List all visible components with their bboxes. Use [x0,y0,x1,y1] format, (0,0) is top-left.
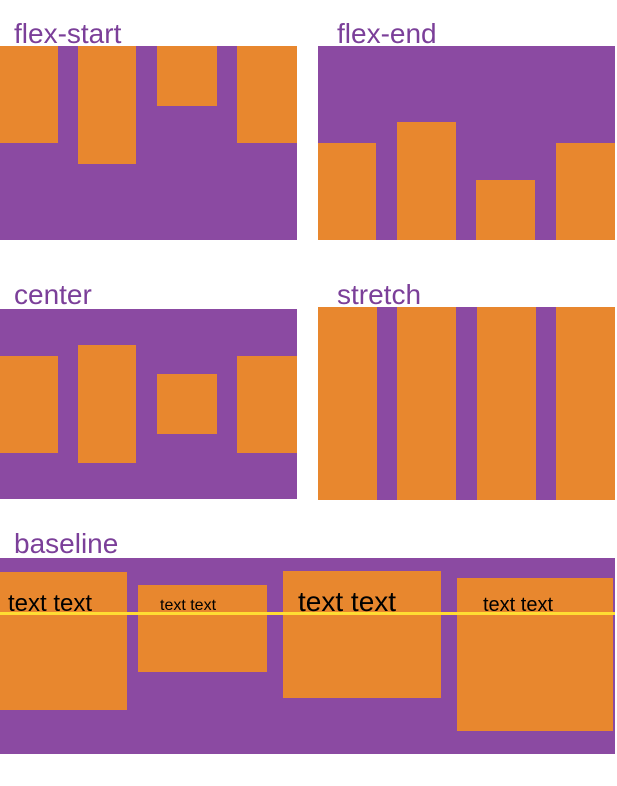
baseline-item: text text [0,572,127,710]
baseline-item: text text [138,585,267,672]
flex-item [555,143,615,240]
baseline-item-text: text text [298,586,397,617]
panel-label-center: center [14,279,92,310]
flex-container-flex-start [0,46,297,240]
flex-item [0,355,58,453]
flex-container-stretch [318,307,615,500]
baseline-item-text: text text [483,594,554,616]
baseline-item-text: text text [160,597,217,614]
flex-item [396,122,456,240]
baseline-item: text text [457,578,613,731]
baseline-item: text text [283,571,441,698]
baseline-item-text: text text [8,590,93,617]
flex-item [476,180,536,240]
panel-label-stretch: stretch [337,279,422,310]
panel-label-flex-end: flex-end [337,18,437,49]
flex-item [78,345,137,463]
panel-label-baseline: baseline [14,528,119,559]
flex-container-flex-end [318,46,615,240]
baseline-rule-line [0,612,615,615]
flex-item [555,307,615,500]
flex-item [397,307,457,500]
flex-item [156,374,217,434]
flex-item [318,307,377,500]
flex-item [236,46,297,143]
flex-item [0,46,58,143]
flex-container-center [0,309,297,499]
flex-item [156,46,217,106]
panel-label-flex-start: flex-start [14,18,122,49]
flex-item [318,143,376,240]
flex-container-baseline: text text text text text text text text [0,558,615,754]
flex-item [78,46,137,164]
flex-item [236,355,297,453]
flex-item [476,307,536,500]
